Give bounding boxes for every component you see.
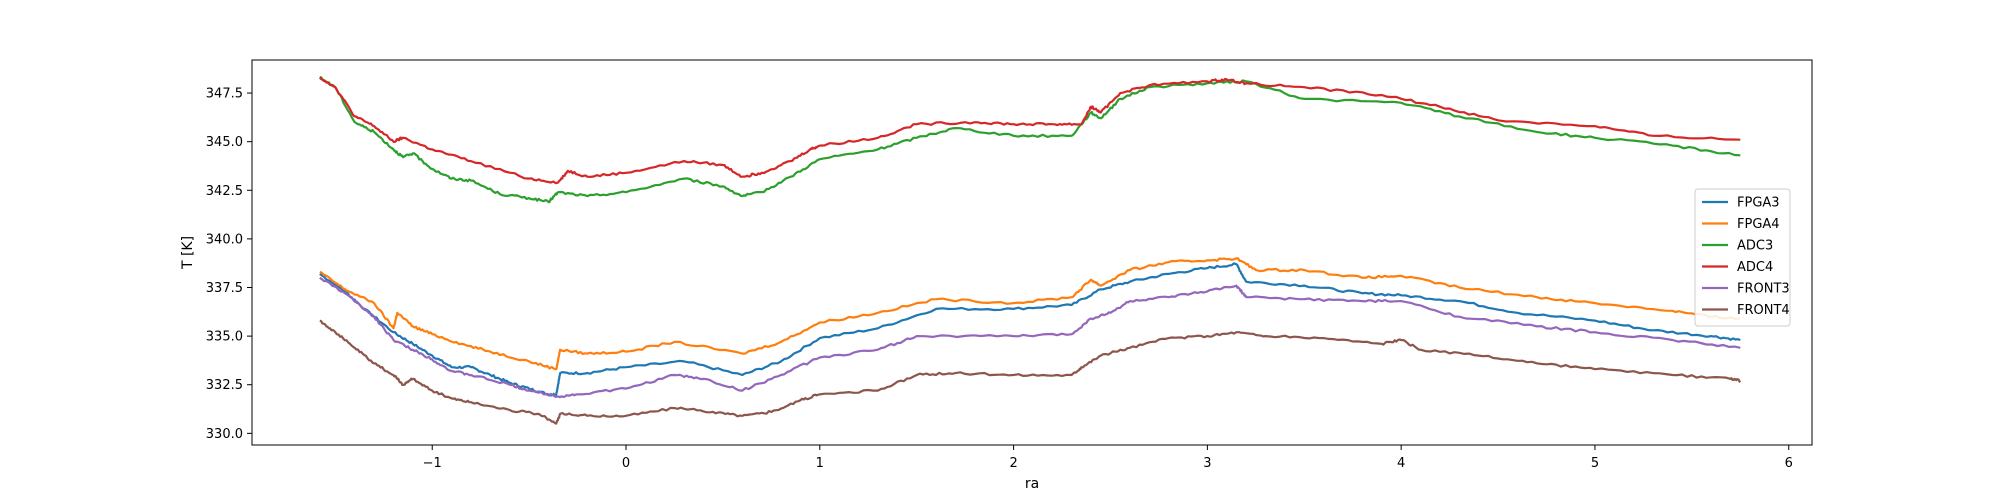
y-tick-label: 332.5: [206, 378, 243, 393]
series-line-fpga4: [319, 257, 1741, 371]
legend-label: FPGA4: [1737, 217, 1780, 232]
x-tick-label: 6: [1785, 456, 1793, 471]
legend-label: ADC3: [1737, 239, 1773, 254]
x-axis-ticks: −1 0 1 2 3 4 5 6: [423, 445, 1793, 471]
x-tick-label: 5: [1591, 456, 1599, 471]
x-tick-label: 0: [622, 456, 630, 471]
y-tick-label: 342.5: [206, 184, 243, 199]
y-tick-label: 335.0: [206, 330, 243, 345]
legend-label: FRONT3: [1737, 282, 1790, 297]
y-axis-label: T [K]: [180, 236, 196, 270]
x-tick-label: 4: [1397, 456, 1405, 471]
series-line-fpga3: [319, 262, 1741, 397]
x-tick-label: 3: [1203, 456, 1211, 471]
y-tick-label: 340.0: [206, 232, 243, 247]
series-lines: [318, 76, 1742, 425]
x-tick-label: −1: [423, 456, 442, 471]
legend-label: ADC4: [1737, 260, 1773, 275]
y-axis-ticks: 330.0 332.5 335.0 337.5 340.0 342.5 345.0 347.5: [206, 87, 252, 442]
series-line-front4: [319, 319, 1742, 425]
legend: FPGA3 FPGA4 ADC3 ADC4 FRONT3 FRONT4: [1694, 188, 1791, 327]
series-line-adc4: [318, 76, 1741, 185]
x-tick-label: 2: [1009, 456, 1017, 471]
plot-area-frame: [251, 59, 1813, 446]
y-tick-label: 337.5: [206, 281, 243, 296]
x-axis-label: ra: [1025, 476, 1039, 492]
series-line-front3: [319, 276, 1741, 399]
y-tick-label: 347.5: [206, 87, 243, 102]
legend-label: FPGA3: [1737, 196, 1780, 211]
y-tick-label: 330.0: [206, 427, 243, 442]
x-tick-label: 1: [816, 456, 824, 471]
y-tick-label: 345.0: [206, 135, 243, 150]
legend-label: FRONT4: [1737, 303, 1790, 318]
series-line-adc3: [319, 76, 1741, 204]
